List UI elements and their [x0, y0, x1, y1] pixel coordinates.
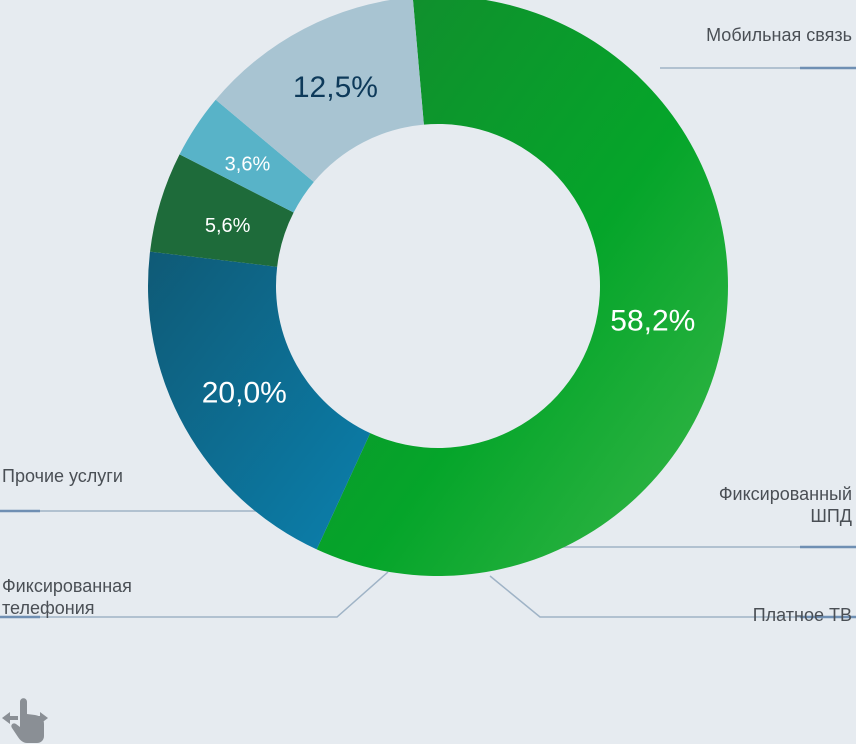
legend-label-mobile: Мобильная связь: [706, 25, 852, 45]
slice-mobile: [316, 0, 729, 576]
value-label-other: 12,5%: [293, 71, 378, 104]
donut-slices: [147, 0, 729, 576]
legend-label-broadband-line2: ШПД: [810, 506, 852, 526]
value-label-paytv: 5,6%: [205, 215, 251, 237]
legend-label-broadband-line1: Фиксированный: [718, 484, 852, 504]
value-label-fixed-phone: 3,6%: [225, 154, 271, 176]
leader-paytv: [489, 575, 856, 618]
swipe-gesture-icon: [2, 698, 48, 743]
legend-label-other: Прочие услуги: [2, 466, 123, 486]
donut-value-labels: 58,2% 20,0% 5,6% 3,6% 12,5%: [202, 71, 696, 409]
slice-broadband: [147, 251, 371, 550]
leader-fixed-phone: [0, 571, 389, 618]
slice-other: [215, 0, 424, 182]
value-label-broadband: 20,0%: [202, 376, 287, 409]
slice-fixed-phone: [179, 99, 314, 213]
legend-label-fixed-phone: Фиксированная телефония: [2, 575, 132, 619]
legend-label-fixed-phone-line2: телефония: [2, 598, 95, 618]
slice-paytv: [150, 154, 294, 267]
legend-label-broadband: Фиксированный ШПД: [640, 483, 852, 527]
value-label-mobile: 58,2%: [610, 305, 695, 338]
legend-label-paytv: Платное ТВ: [752, 605, 852, 625]
legend-label-fixed-phone-line1: Фиксированная: [2, 576, 132, 596]
leader-lines: [0, 66, 856, 619]
